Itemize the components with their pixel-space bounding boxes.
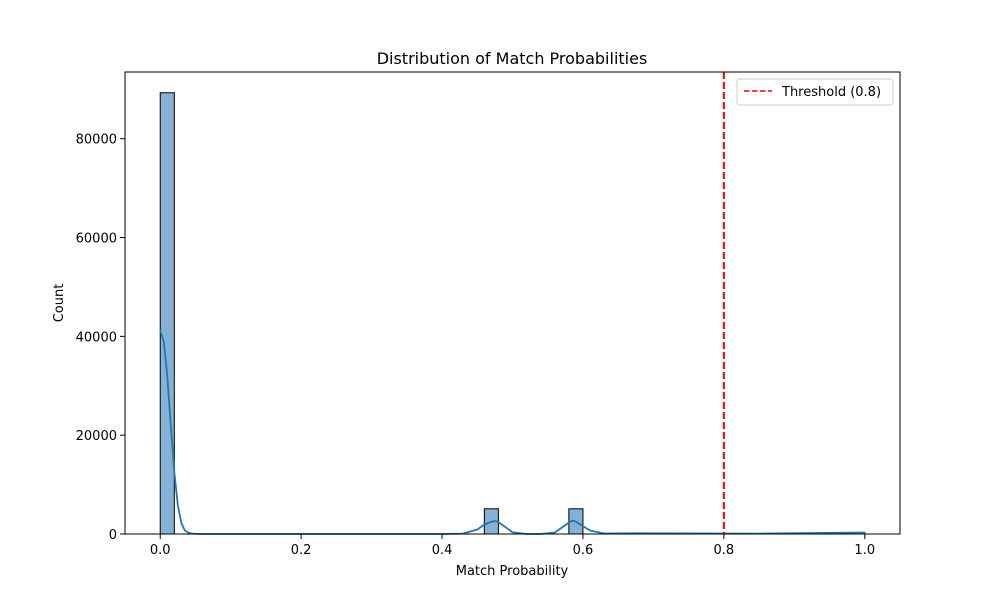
x-tick-label: 1.0 [854,543,875,558]
y-tick-label: 80000 [76,133,117,148]
y-axis-label: Count [52,284,67,323]
y-tick-label: 60000 [76,232,117,247]
x-tick-label: 0.0 [150,543,171,558]
y-tick-label: 40000 [76,330,117,345]
legend: Threshold (0.8) [736,78,894,106]
x-axis-ticks: 0.0 0.2 0.4 0.6 0.8 1.0 [150,534,875,558]
y-tick-label: 0 [109,528,117,543]
histogram-bar [159,92,175,535]
legend-box [736,78,894,106]
plot-frame [124,71,901,535]
chart-title: Distribution of Match Probabilities [377,49,648,68]
y-tick-label: 20000 [76,429,117,444]
x-tick-label: 0.6 [573,543,594,558]
x-tick-label: 0.4 [432,543,453,558]
x-axis-label: Match Probability [456,564,569,579]
bars-group [159,92,584,535]
y-axis-ticks: 0 20000 40000 60000 80000 [76,133,125,543]
x-tick-label: 0.2 [291,543,312,558]
kde-group [159,329,866,535]
kde-line [159,329,866,535]
x-tick-label: 0.8 [714,543,735,558]
legend-threshold-label: Threshold (0.8) [781,85,881,100]
